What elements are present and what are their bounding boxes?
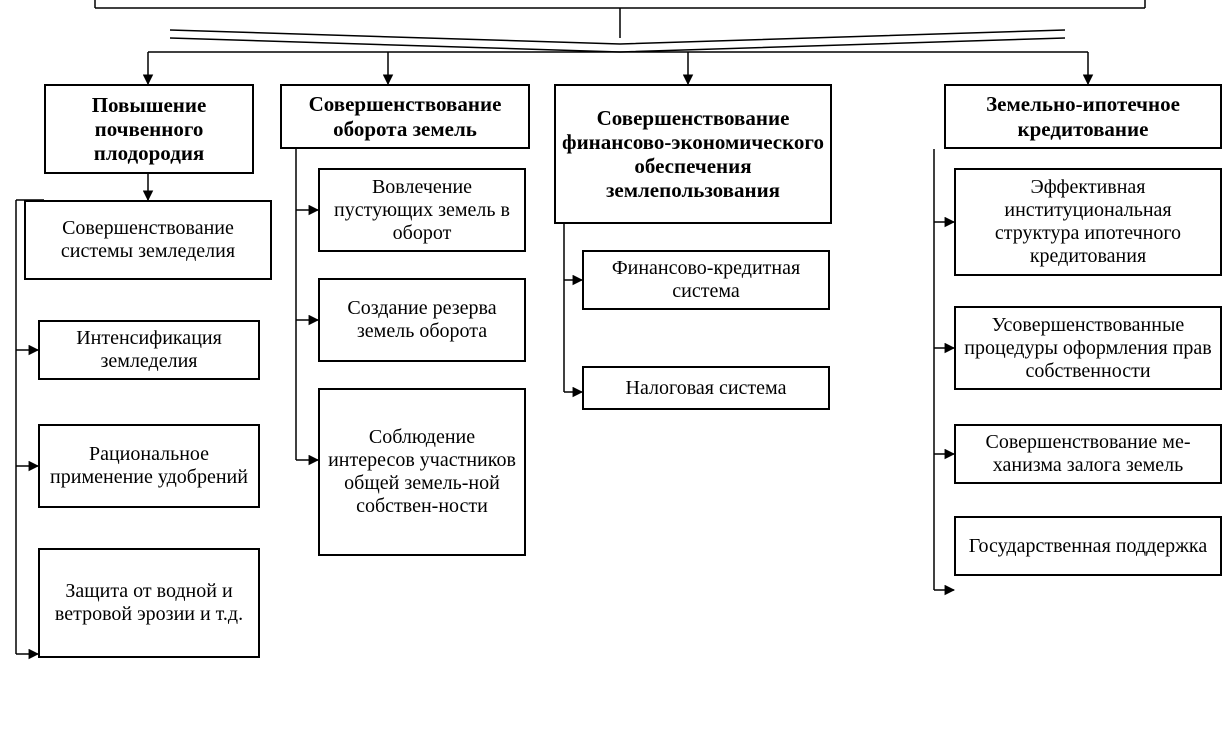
branch-3-child-0: Эффективная институциональная структура … bbox=[954, 168, 1222, 276]
branch-3-child-3: Государственная поддержка bbox=[954, 516, 1222, 576]
branch-header-1: Совершенствование оборота земель bbox=[280, 84, 530, 149]
branch-3-child-1: Усовершенствованные процедуры оформления… bbox=[954, 306, 1222, 390]
branch-2-child-1: Налоговая система bbox=[582, 366, 830, 410]
branch-header-0: Повышение почвенного плодородия bbox=[44, 84, 254, 174]
branch-header-3: Земельно-ипотечное кредитование bbox=[944, 84, 1222, 149]
branch-0-child-1: Интенсификация земледелия bbox=[38, 320, 260, 380]
branch-1-child-0: Вовлечение пустующих земель в оборот bbox=[318, 168, 526, 252]
branch-2-child-0: Финансово-кредитная система bbox=[582, 250, 830, 310]
branch-0-child-3: Защита от водной и ветровой эрозии и т.д… bbox=[38, 548, 260, 658]
branch-0-child-0: Совершенствование системы земледелия bbox=[24, 200, 272, 280]
branch-1-child-2: Соблюдение интересов участников общей зе… bbox=[318, 388, 526, 556]
branch-header-2: Совершенствование финансово-экономическо… bbox=[554, 84, 832, 224]
branch-3-child-2: Совершенствование ме-ханизма залога земе… bbox=[954, 424, 1222, 484]
branch-1-child-1: Создание резерва земель оборота bbox=[318, 278, 526, 362]
branch-0-child-2: Рациональное применение удобрений bbox=[38, 424, 260, 508]
